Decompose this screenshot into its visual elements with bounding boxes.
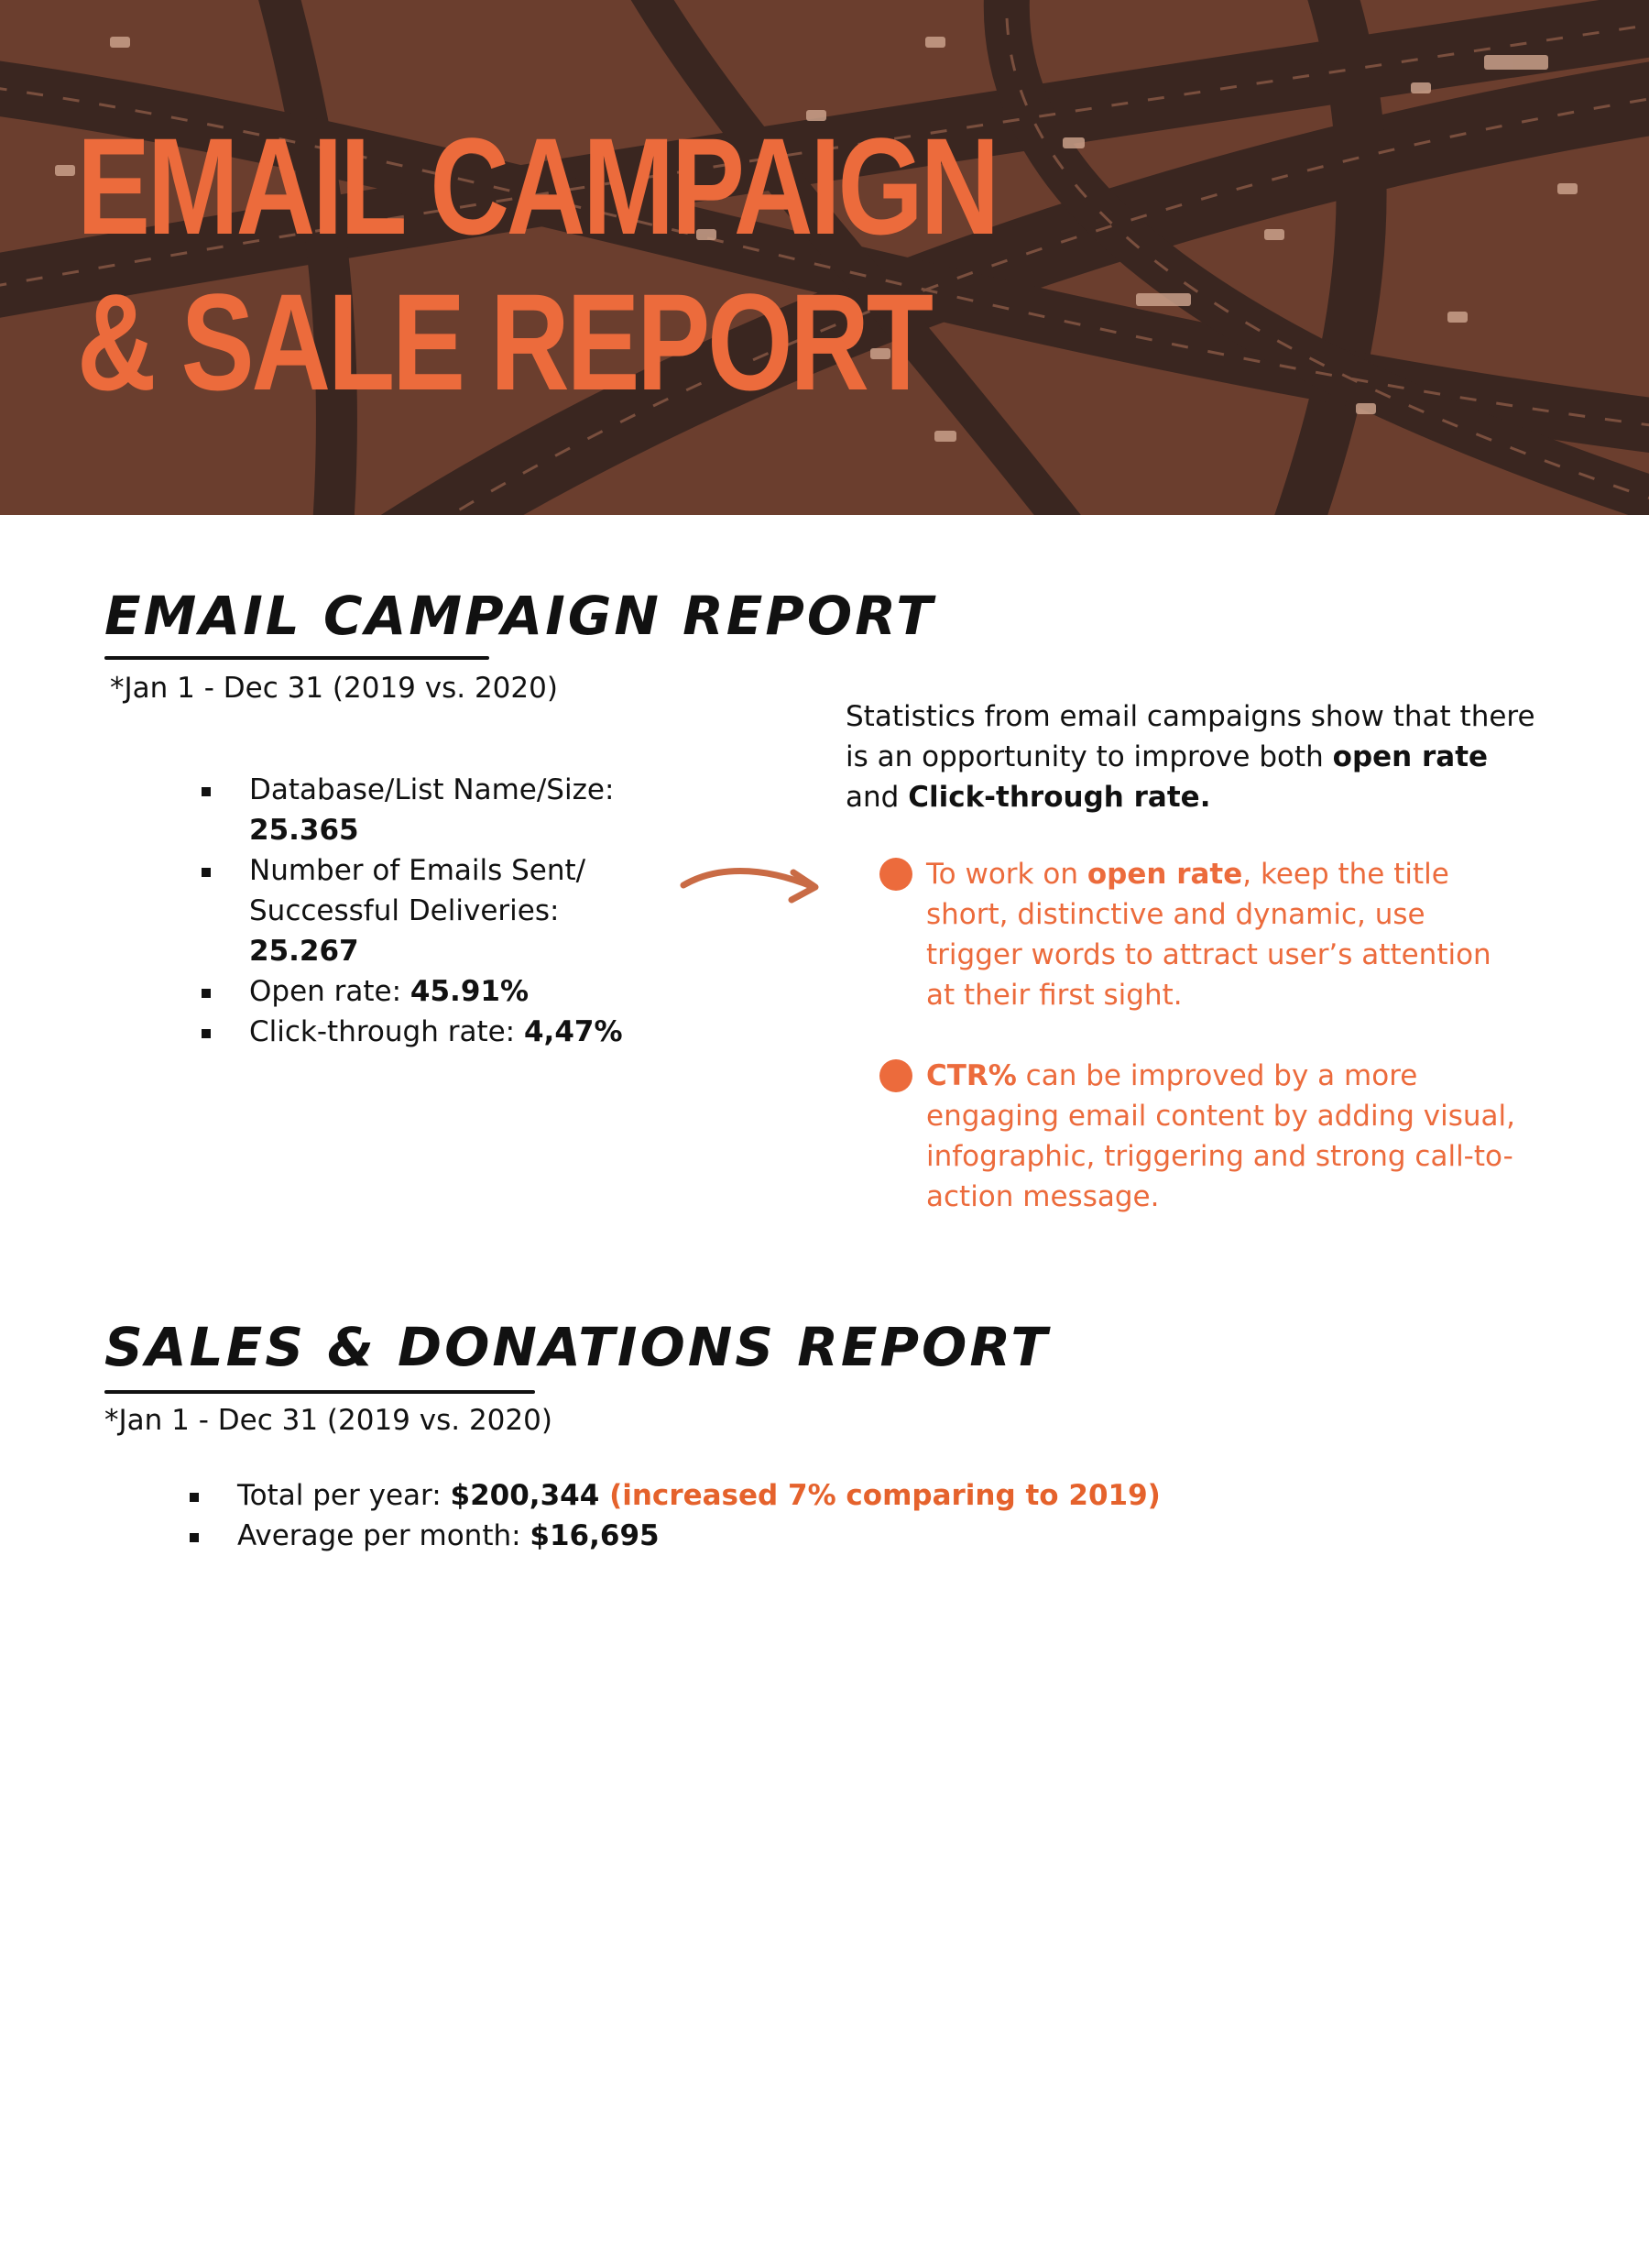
tip-text-post: , keep the title short, distinctive and … [926,858,1491,1012]
email-date-note: *Jan 1 - Dec 31 (2019 vs. 2020) [110,672,558,705]
stat-label: Total per year: [237,1479,451,1512]
list-item: Database/List Name/Size: 25.365 [198,770,711,850]
sales-date-note: *Jan 1 - Dec 31 (2019 vs. 2020) [104,1404,552,1437]
list-item: Average per month: $16,695 [186,1516,1560,1556]
stat-label: Database/List Name/Size: [249,773,615,806]
intro-text-1: Statistics from email campaigns show tha… [846,700,1535,773]
tip-text-bold: open rate [1087,858,1243,891]
highway-aerial-image [0,0,1649,515]
stat-label: Average per month: [237,1519,530,1552]
stat-value: $16,695 [530,1519,660,1552]
intro-bold-open-rate: open rate [1332,740,1489,773]
hero-banner: EMAIL CAMPAIGN & SALE REPORT [0,0,1649,515]
increase-note: (increased 7% comparing to 2019) [599,1479,1161,1512]
email-stats-list: Database/List Name/Size: 25.365 Number o… [198,770,711,1052]
report-title: EMAIL CAMPAIGN & SALE REPORT [77,108,999,420]
tip-text-bold: CTR% [926,1059,1017,1092]
stat-label: Click-through rate: [249,1015,524,1048]
stat-value: 45.91% [410,975,530,1008]
report-title-line-2: & SALE REPORT [77,265,934,419]
email-campaign-heading: EMAIL CAMPAIGN REPORT [104,585,935,647]
tip-text-post: can be improved by a more engaging email… [926,1059,1515,1213]
tip-text: CTR% can be improved by a more engaging … [926,1056,1521,1217]
email-heading-underline [104,656,489,660]
intro-bold-ctr: Click-through rate. [908,781,1211,814]
list-item: Click-through rate: 4,47% [198,1012,711,1052]
sales-heading-underline [104,1390,535,1394]
stat-value: 4,47% [523,1015,623,1048]
bullet-dot-icon [879,1059,912,1092]
bullet-dot-icon [879,858,912,891]
tip-open-rate: To work on open rate, keep the title sho… [879,854,1521,1015]
intro-text-2: and [846,781,909,814]
list-item: Number of Emails Sent/ Successful Delive… [198,850,711,971]
tip-ctr: CTR% can be improved by a more engaging … [879,1056,1521,1217]
sales-stats-list: Total per year: $200,344 (increased 7% c… [186,1475,1560,1556]
email-insight-text: Statistics from email campaigns show tha… [846,696,1542,817]
report-title-line-1: EMAIL CAMPAIGN [77,109,999,263]
stat-label: Number of Emails Sent/ Successful Delive… [249,854,586,927]
sales-donations-heading: SALES & DONATIONS REPORT [104,1316,1050,1378]
stat-value: 25.267 [249,935,359,968]
tip-text-pre: To work on [926,858,1087,891]
list-item: Total per year: $200,344 (increased 7% c… [186,1475,1560,1516]
list-item: Open rate: 45.91% [198,971,711,1012]
stat-label: Open rate: [249,975,410,1008]
stat-value: 25.365 [249,814,359,847]
curved-arrow-right-icon [680,868,819,904]
stat-value: $200,344 [450,1479,600,1512]
tip-text: To work on open rate, keep the title sho… [926,854,1521,1015]
